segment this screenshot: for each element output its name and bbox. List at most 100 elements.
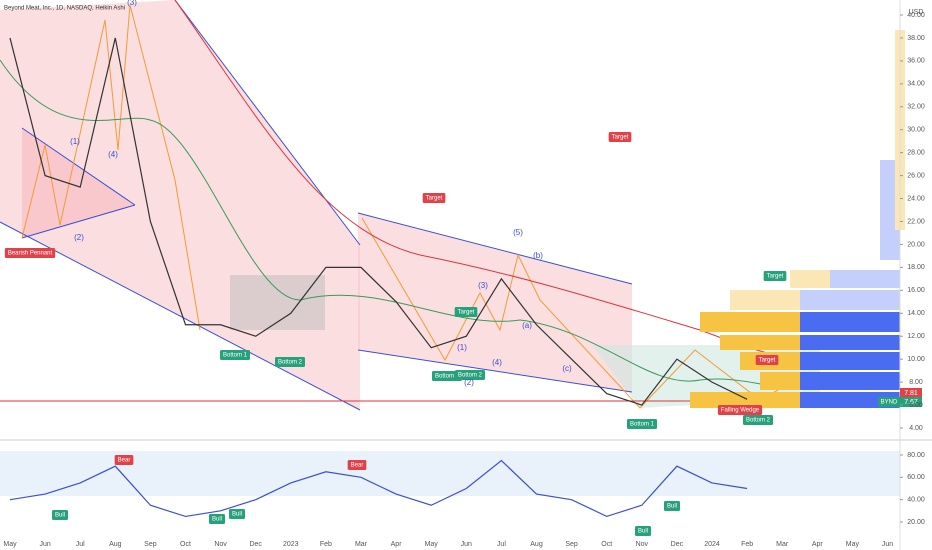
annotation-box [219, 350, 251, 360]
annotation-label: Target [458, 310, 475, 316]
annotation-box [274, 357, 306, 367]
annotation-box [608, 132, 632, 142]
annotation-box [717, 405, 763, 415]
wave-label: (b) [533, 251, 543, 260]
wave-label: (4) [108, 150, 118, 159]
x-tick-label: Oct [601, 541, 612, 548]
y-tick-label: 12.00 [907, 333, 925, 340]
x-tick-label: Jul [76, 541, 85, 548]
annotation-label: Bottom 2 [278, 360, 303, 366]
x-tick-label: Dec [249, 541, 262, 548]
trend-line [21, 127, 136, 206]
trend-line [174, 0, 361, 246]
x-tick-label: Apr [812, 541, 824, 548]
rsi-band [0, 451, 900, 496]
x-tick-label: May [846, 541, 860, 548]
annotation-label: Target [612, 135, 629, 141]
y-tick-label: 20.00 [907, 241, 925, 248]
double-bottom [230, 275, 325, 330]
x-tick-label: Jun [461, 541, 472, 548]
y-tick-label: 16.00 [907, 287, 925, 294]
annotation-box [626, 419, 658, 429]
y-tick-label: 10.00 [907, 356, 925, 363]
annotation-label: Bear [118, 458, 131, 464]
x-tick-label: Sep [565, 541, 578, 548]
x-tick-label: Nov [214, 541, 227, 548]
x-tick-label: Jun [39, 541, 50, 548]
annotation-box [431, 371, 463, 381]
annotation-label: Bottom 1 [223, 353, 248, 359]
annotation-box [347, 460, 367, 470]
x-tick-label: Mar [776, 541, 789, 548]
y-tick-label: 18.00 [907, 264, 925, 271]
trend-line [21, 204, 136, 239]
wave-label: (2) [464, 378, 474, 387]
y-tick-label: 24.00 [907, 195, 925, 202]
x-tick-label: Jul [497, 541, 506, 548]
x-tick-label: Aug [530, 541, 543, 548]
x-tick-label: Oct [180, 541, 191, 548]
y-tick-label: 20.00 [907, 519, 925, 526]
currency: USD [909, 9, 924, 16]
x-tick-label: Feb [320, 541, 332, 548]
y-tick-label: 40.00 [907, 497, 925, 504]
annotation-box [51, 510, 69, 520]
annotation-box [114, 455, 134, 465]
trend-line [357, 349, 633, 393]
y-tick-label: 8.00 [909, 379, 923, 386]
annotation-box [228, 509, 246, 519]
y-tick-label: 22.00 [907, 218, 925, 225]
y-tick-label: 26.00 [907, 172, 925, 179]
annotation-label: Bottom 1 [630, 422, 655, 428]
annotation-box [742, 415, 774, 425]
x-tick-label: Feb [741, 541, 753, 548]
annotation-label: Bull [55, 513, 65, 519]
annotation-label: Bull [232, 512, 242, 518]
y-tick-label: 40.00 [907, 12, 925, 19]
x-tick-label: Dec [671, 541, 684, 548]
x-tick-label: Aug [109, 541, 122, 548]
volume-profile [690, 30, 905, 408]
y-tick-label: 32.00 [907, 104, 925, 111]
wave-label: (2) [74, 233, 84, 242]
annotation-box [763, 271, 787, 281]
wave-label: (1) [457, 343, 467, 352]
annotation-label: Bearish Pennant [8, 251, 53, 257]
annotation-label: Target [759, 358, 776, 364]
wave-label: (a) [522, 321, 532, 330]
price-tag [878, 397, 922, 407]
annotation-label: Target [767, 274, 784, 280]
moving-average [0, 59, 788, 387]
x-tick-label: May [425, 541, 439, 548]
annotation-box [422, 193, 446, 203]
channel [358, 213, 632, 392]
symbol: BYND [881, 400, 898, 406]
x-tick-label: May [3, 541, 17, 548]
annotation-label: Target [426, 196, 443, 202]
pennant [22, 128, 135, 238]
y-tick-label: 28.00 [907, 150, 925, 157]
y-tick-label: 38.00 [907, 35, 925, 42]
wave-label: (c) [562, 364, 572, 373]
x-tick-label: Mar [355, 541, 368, 548]
prev-price: 7.67 [904, 399, 918, 406]
x-tick-label: Apr [391, 541, 403, 548]
series-line [9, 37, 748, 406]
x-tick-label: 2023 [283, 541, 299, 548]
annotation-label: Bottom 2 [746, 418, 771, 424]
annotation-box [755, 355, 779, 365]
annotation-label: Bear [351, 463, 364, 469]
y-tick-label: 34.00 [907, 81, 925, 88]
x-tick-label: Nov [636, 541, 649, 548]
y-tick-label: 14.00 [907, 310, 925, 317]
annotation-box [454, 307, 478, 317]
wave-label: (4) [492, 358, 502, 367]
series-line [9, 459, 748, 518]
annotation-box [454, 370, 486, 380]
annotation-label: Bottom 1 [435, 374, 460, 380]
annotation-box [4, 248, 56, 258]
trend-line [0, 221, 361, 411]
annotation-label: Falling Wedge [721, 408, 760, 414]
last-price: 7.81 [904, 390, 918, 397]
